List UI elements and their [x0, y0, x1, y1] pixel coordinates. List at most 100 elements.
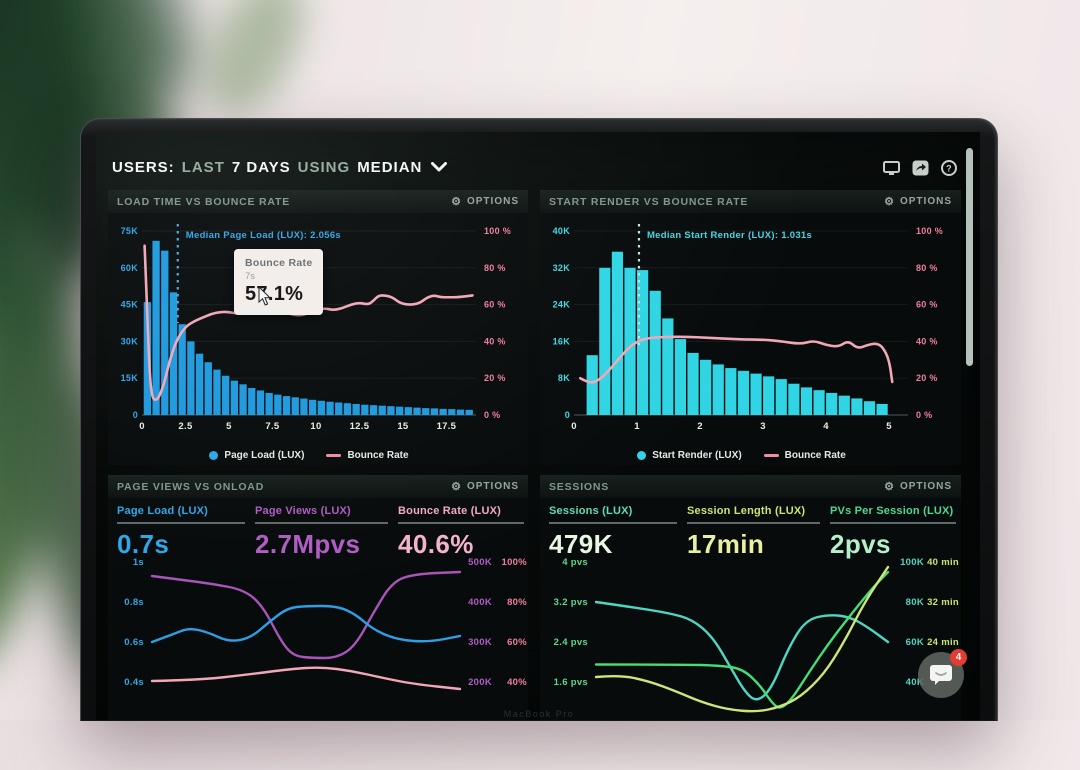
page-views-chart[interactable]: 1s 0.8s 0.6s 0.4s 500K 100% 400K 80% 300K 60% 200K… [108, 556, 528, 720]
svg-text:?: ? [946, 164, 952, 174]
panel-title: SESSIONS [549, 480, 610, 493]
svg-text:15: 15 [397, 421, 409, 432]
svg-text:40K: 40K [906, 677, 924, 688]
svg-text:1s: 1s [133, 557, 144, 568]
svg-text:80%: 80% [507, 597, 527, 608]
options-button[interactable]: ⚙ OPTIONS [884, 196, 952, 208]
line-marker-icon [326, 454, 342, 457]
svg-text:400K: 400K [468, 597, 492, 608]
photo-canvas: { "header": { "users": "USERS:", "last":… [0, 0, 1080, 721]
svg-text:2.4 pvs: 2.4 pvs [554, 637, 588, 648]
load-time-chart[interactable]: 0 % 20 % 40 % 60 % 80 % 100 % 0 15K 30K 45K 60K 75K… [108, 213, 528, 464]
metric-value: 17min [687, 529, 765, 559]
svg-text:24 min: 24 min [927, 637, 959, 648]
svg-text:30K: 30K [121, 336, 139, 346]
svg-text:200K: 200K [468, 677, 492, 688]
svg-text:40 %: 40 % [916, 336, 938, 346]
display-icon[interactable] [882, 160, 900, 176]
share-icon[interactable] [911, 160, 929, 176]
tooltip-title: Bounce Rate [245, 257, 313, 269]
header-last-label: LAST [181, 158, 225, 176]
svg-text:100 %: 100 % [916, 226, 943, 236]
svg-text:40%: 40% [507, 677, 527, 688]
svg-text:0: 0 [565, 410, 570, 420]
panel-page-views-vs-onload: PAGE VIEWS VS ONLOAD ⚙ OPTIONS Page Load… [108, 475, 528, 720]
chart-tooltip: Bounce Rate 7s 57.1% [234, 249, 324, 315]
svg-text:75K: 75K [121, 226, 139, 236]
svg-text:60 %: 60 % [484, 300, 506, 310]
header-users-label: USERS: [112, 158, 175, 176]
svg-text:0: 0 [571, 421, 577, 432]
chart-legend: Page Load (LUX) Bounce Rate [142, 450, 476, 461]
line-marker-icon [763, 454, 779, 457]
svg-text:100K: 100K [900, 557, 924, 568]
svg-text:60K: 60K [906, 637, 924, 648]
timeframe-dropdown[interactable]: USERS: LAST 7 DAYS USING MEDIAN [112, 154, 448, 180]
gear-icon: ⚙ [451, 481, 462, 493]
svg-text:100%: 100% [502, 557, 528, 568]
svg-text:60K: 60K [121, 263, 139, 273]
header-median-label: MEDIAN [357, 158, 423, 176]
svg-text:80 %: 80 % [916, 263, 938, 273]
svg-text:16K: 16K [553, 336, 571, 346]
svg-text:5: 5 [226, 421, 232, 432]
dot-marker-icon [637, 451, 647, 460]
start-render-chart[interactable]: 0 % 20 % 40 % 60 % 80 % 100 % 0 8K 16K 24K 32K 40K 0… [540, 213, 961, 464]
panel-load-time-vs-bounce-rate: LOAD TIME VS BOUNCE RATE ⚙ OPTIONS 0 % 20… [108, 190, 528, 465]
laptop: USERS: LAST 7 DAYS USING MEDIAN ? LOA [80, 118, 998, 721]
legend-item: Start Render (LUX) [637, 450, 742, 461]
options-button[interactable]: ⚙ OPTIONS [884, 481, 952, 493]
svg-text:0 %: 0 % [484, 410, 500, 420]
svg-text:32 min: 32 min [927, 597, 959, 608]
svg-text:32K: 32K [553, 263, 571, 273]
dot-marker-icon [209, 451, 219, 460]
metric-bounce-rate: Bounce Rate (LUX) 40.6% [398, 505, 524, 560]
svg-text:0.8s: 0.8s [124, 597, 144, 608]
panel-header: START RENDER VS BOUNCE RATE ⚙ OPTIONS [540, 190, 961, 213]
svg-text:3: 3 [760, 421, 766, 432]
header-using-label: USING [297, 158, 351, 176]
svg-text:0.4s: 0.4s [124, 677, 144, 688]
options-button[interactable]: ⚙ OPTIONS [451, 196, 519, 208]
svg-text:20 %: 20 % [484, 373, 506, 383]
metric-page-load: Page Load (LUX) 0.7s [117, 505, 245, 560]
header-icons: ? [882, 160, 958, 176]
legend-item: Bounce Rate [763, 450, 846, 461]
chevron-down-icon [431, 159, 448, 176]
chat-widget-button[interactable]: 4 [918, 649, 967, 698]
metric-value: 0.7s [117, 529, 170, 559]
svg-text:Median Page Load (LUX): 2.056s: Median Page Load (LUX): 2.056s [186, 230, 341, 241]
svg-text:0 %: 0 % [916, 410, 932, 420]
metric-sessions: Sessions (LUX) 479K [549, 505, 677, 560]
metrics-row: Page Load (LUX) 0.7s Page Views (LUX) 2.… [108, 498, 528, 559]
options-button[interactable]: ⚙ OPTIONS [451, 481, 519, 493]
sessions-chart[interactable]: 4 pvs 3.2 pvs 2.4 pvs 1.6 pvs 100K 40 min 80K 3… [540, 556, 961, 720]
panel-header: SESSIONS ⚙ OPTIONS [540, 475, 961, 498]
bezel-brand-label: MacBook Pro [503, 709, 575, 719]
metric-pvs-per-session: PVs Per Session (LUX) 2pvs [830, 505, 956, 560]
gear-icon: ⚙ [451, 196, 462, 208]
svg-text:2.5: 2.5 [178, 421, 193, 432]
scrollbar-thumb[interactable] [966, 148, 973, 366]
svg-text:4: 4 [823, 421, 829, 432]
svg-text:60 %: 60 % [916, 300, 938, 310]
panel-header: PAGE VIEWS VS ONLOAD ⚙ OPTIONS [108, 475, 528, 498]
svg-text:15K: 15K [121, 373, 139, 383]
svg-text:80K: 80K [906, 597, 924, 608]
help-icon[interactable]: ? [940, 160, 958, 176]
svg-text:500K: 500K [468, 557, 492, 568]
svg-text:24K: 24K [553, 300, 571, 310]
gear-icon: ⚙ [884, 481, 895, 493]
svg-text:1.6 pvs: 1.6 pvs [554, 677, 588, 688]
panel-title: LOAD TIME VS BOUNCE RATE [117, 195, 291, 208]
svg-text:4 pvs: 4 pvs [562, 557, 588, 568]
tooltip-value: 57.1% [245, 283, 304, 305]
svg-text:45K: 45K [121, 300, 139, 310]
svg-text:3.2 pvs: 3.2 pvs [554, 597, 588, 608]
svg-text:0.6s: 0.6s [124, 637, 144, 648]
metric-value: 2pvs [830, 529, 891, 559]
gear-icon: ⚙ [884, 196, 895, 208]
svg-text:40 min: 40 min [927, 557, 959, 568]
metric-value: 2.7Mpvs [255, 529, 361, 559]
metrics-row: Sessions (LUX) 479K Session Length (LUX)… [540, 498, 961, 559]
